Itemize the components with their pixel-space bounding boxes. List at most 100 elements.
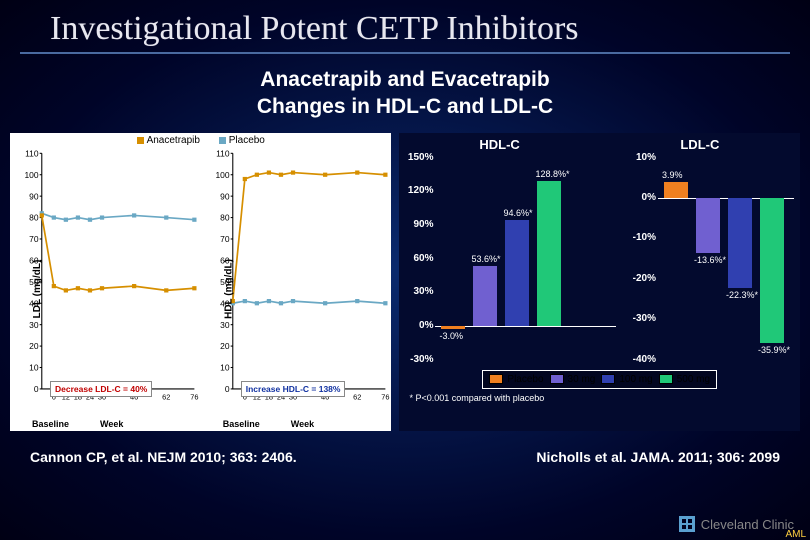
bar <box>441 326 465 329</box>
y-tick: 10% <box>622 152 656 163</box>
ldl-x-week: Week <box>100 419 123 429</box>
svg-text:0: 0 <box>225 384 230 394</box>
swatch-icon <box>659 374 673 384</box>
bar-legend: Placebo 30 mg 100 mg 500 mg <box>482 370 717 389</box>
svg-text:76: 76 <box>381 392 389 401</box>
swatch-icon <box>601 374 615 384</box>
svg-text:90: 90 <box>29 191 39 201</box>
legend-label: 500 mg <box>677 374 710 385</box>
legend-item: Placebo <box>489 374 543 385</box>
svg-text:100: 100 <box>24 170 38 180</box>
ldl-y-label: LDL (mg/dL) <box>32 259 43 318</box>
legend-label: 100 mg <box>619 374 652 385</box>
subtitle-line-2: Changes in HDL-C and LDL-C <box>0 93 810 120</box>
svg-text:62: 62 <box>162 392 170 401</box>
bar-label: -3.0% <box>439 331 463 341</box>
slide-subtitle: Anacetrapib and Evacetrapib Changes in H… <box>0 66 810 121</box>
ldl-bar-title: LDL-C <box>600 137 800 152</box>
cleveland-clinic-logo: Cleveland Clinic <box>679 516 794 532</box>
bar <box>664 182 688 198</box>
ldl-bar-chart: 10% 0% -10% -20% -30% -40% 3.9% -13.6%* -22.3%* -… <box>622 154 800 364</box>
svg-text:80: 80 <box>220 212 230 222</box>
svg-text:62: 62 <box>353 392 361 401</box>
ldl-x-baseline: Baseline <box>32 419 69 429</box>
svg-text:30: 30 <box>29 319 39 329</box>
bar <box>505 220 529 326</box>
bar-label: 3.9% <box>662 170 683 180</box>
y-tick: -30% <box>399 354 433 365</box>
y-tick: 90% <box>399 219 433 230</box>
svg-text:20: 20 <box>29 341 39 351</box>
bar-label: 94.6%* <box>503 208 532 218</box>
bar-label: 53.6%* <box>471 254 500 264</box>
swatch-icon <box>550 374 564 384</box>
legend-label: Placebo <box>507 374 543 385</box>
hdl-bar-chart: 150% 120% 90% 60% 30% 0% -30% -3.0% 53.6%* 94.6%*… <box>399 154 622 364</box>
svg-text:90: 90 <box>220 191 230 201</box>
ldl-callout: Decrease LDL-C = 40% <box>50 381 152 397</box>
ldl-line-chart: 0102030405060708090100110612182430466276… <box>10 147 201 431</box>
y-tick: 30% <box>399 286 433 297</box>
aml-tag: AML <box>785 529 806 540</box>
charts-row: Anacetrapib Placebo 01020304050607080901… <box>0 121 810 431</box>
bar-label: -13.6%* <box>694 255 726 265</box>
bar-chart-panel: HDL-C LDL-C 150% 120% 90% 60% 30% 0% -30% -3.0%… <box>399 133 800 431</box>
y-tick: -10% <box>622 232 656 243</box>
svg-text:110: 110 <box>216 148 230 158</box>
y-tick: 0% <box>622 192 656 203</box>
swatch-icon <box>489 374 503 384</box>
svg-text:80: 80 <box>29 212 39 222</box>
y-tick: 60% <box>399 253 433 264</box>
bar <box>537 181 561 326</box>
svg-text:70: 70 <box>220 234 230 244</box>
svg-text:100: 100 <box>215 170 229 180</box>
slide-title: Investigational Potent CETP Inhibitors <box>20 0 790 54</box>
legend-label: Placebo <box>229 135 265 146</box>
logo-text: Cleveland Clinic <box>701 517 794 532</box>
hdl-y-label: HDL (mg/dL) <box>223 259 234 319</box>
legend-item: 30 mg <box>550 374 596 385</box>
citation-right: Nicholls et al. JAMA. 2011; 306: 2099 <box>536 449 780 465</box>
hdl-line-chart: 0102030405060708090100110612182430466276… <box>201 147 392 431</box>
bar <box>728 198 752 288</box>
hdl-bar-title: HDL-C <box>399 137 599 152</box>
y-tick: 120% <box>399 185 433 196</box>
svg-text:0: 0 <box>34 384 39 394</box>
svg-text:30: 30 <box>220 319 230 329</box>
square-icon <box>137 137 144 144</box>
line-legend: Anacetrapib Placebo <box>10 135 391 147</box>
square-icon <box>219 137 226 144</box>
legend-anacetrapib: Anacetrapib <box>137 135 200 146</box>
svg-text:10: 10 <box>29 362 39 372</box>
hdl-x-baseline: Baseline <box>223 419 260 429</box>
svg-text:10: 10 <box>220 362 230 372</box>
logo-icon <box>679 516 695 532</box>
subtitle-line-1: Anacetrapib and Evacetrapib <box>0 66 810 93</box>
y-tick: 0% <box>399 320 433 331</box>
bar-label: 128.8%* <box>535 169 569 179</box>
y-tick: 150% <box>399 152 433 163</box>
legend-placebo: Placebo <box>219 135 265 146</box>
y-tick: -20% <box>622 273 656 284</box>
bar <box>696 198 720 253</box>
hdl-x-week: Week <box>291 419 314 429</box>
bar <box>473 266 497 326</box>
svg-text:76: 76 <box>190 392 198 401</box>
legend-label: Anacetrapib <box>147 135 200 146</box>
svg-text:110: 110 <box>25 148 39 158</box>
legend-label: 30 mg <box>568 374 596 385</box>
bar <box>760 198 784 343</box>
hdl-callout: Increase HDL-C = 138% <box>241 381 346 397</box>
citation-left: Cannon CP, et al. NEJM 2010; 363: 2406. <box>30 449 297 465</box>
legend-item: 100 mg <box>601 374 652 385</box>
bar-label: -35.9%* <box>758 345 790 355</box>
bar-label: -22.3%* <box>726 290 758 300</box>
citations-row: Cannon CP, et al. NEJM 2010; 363: 2406. … <box>0 431 810 465</box>
y-tick: -40% <box>622 354 656 365</box>
y-tick: -30% <box>622 313 656 324</box>
svg-text:70: 70 <box>29 234 39 244</box>
bar-footnote: * P<0.001 compared with placebo <box>399 393 800 403</box>
line-chart-panel: Anacetrapib Placebo 01020304050607080901… <box>10 133 391 431</box>
svg-text:20: 20 <box>220 341 230 351</box>
legend-item: 500 mg <box>659 374 710 385</box>
